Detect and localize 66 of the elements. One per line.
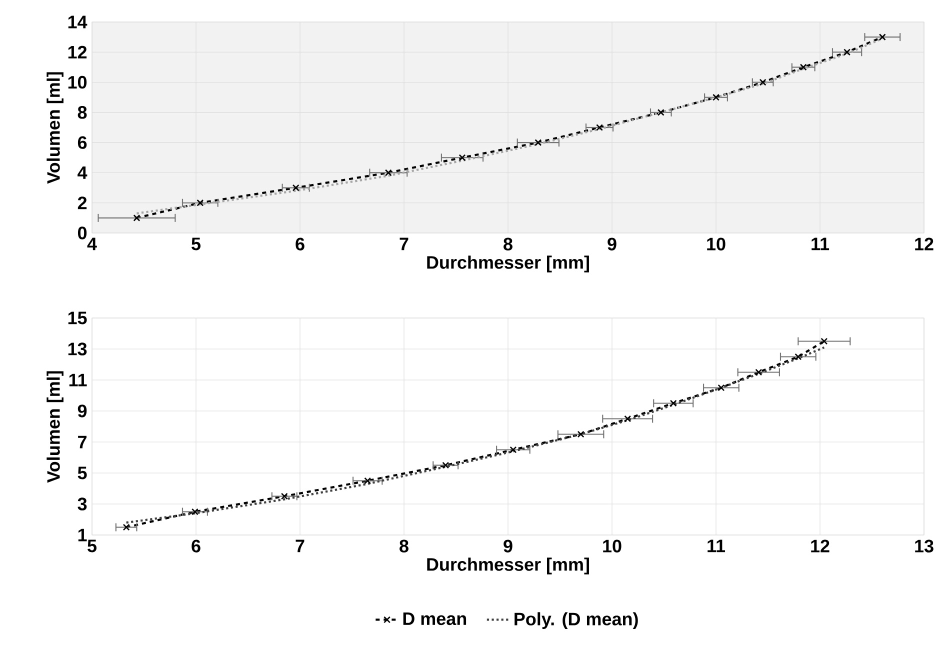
- x-tick-label: 9: [608, 238, 616, 250]
- x-tick-label: 13: [915, 540, 934, 552]
- y-tick-label: 7: [78, 436, 87, 448]
- x-tick-label: 4: [87, 238, 97, 250]
- legend-label: D mean: [403, 612, 466, 626]
- point: [191, 508, 198, 516]
- x-tick-label: 11: [708, 540, 726, 552]
- y-tick-label: 9: [78, 404, 87, 418]
- y-tick-label: 5: [78, 466, 87, 480]
- point: [759, 78, 766, 86]
- point: [122, 524, 130, 531]
- point: [196, 199, 204, 206]
- point: [878, 34, 886, 41]
- point: [364, 477, 372, 484]
- point: [718, 384, 725, 392]
- point: [458, 154, 466, 162]
- point: [755, 368, 762, 376]
- x-tick-label: 7: [296, 540, 304, 552]
- point: [280, 492, 288, 500]
- x-tick-label: 12: [811, 540, 830, 552]
- point: [657, 108, 664, 116]
- x-tick-label: 7: [400, 238, 408, 250]
- x-tick-label: 6: [192, 540, 200, 552]
- y-tick-label: 1: [78, 528, 87, 542]
- point: [820, 338, 828, 345]
- y-tick-label: 3: [78, 498, 87, 510]
- x-tick-label: 5: [88, 540, 97, 552]
- point: [624, 415, 632, 422]
- y-tick-label: 4: [78, 166, 88, 179]
- point: [794, 353, 802, 360]
- x-tick-label: 10: [707, 238, 726, 250]
- x-tick-label: 8: [400, 540, 408, 552]
- x-axis-title: Durchmesser [mm]: [427, 256, 589, 272]
- y-axis-title: Volumen [ml]: [46, 371, 64, 483]
- x-tick-label: 11: [812, 238, 830, 250]
- x-tick-label: 8: [504, 238, 512, 250]
- y-tick-label: 0: [78, 226, 87, 240]
- y-tick-label: 6: [78, 136, 87, 149]
- point: [442, 462, 450, 469]
- point: [384, 169, 392, 176]
- y-tick-label: 14: [68, 16, 88, 28]
- y-tick-label: 11: [69, 374, 87, 386]
- x-tick-label: 6: [296, 238, 304, 250]
- point: [800, 64, 807, 71]
- point: [670, 400, 677, 407]
- x-tick-label: 12: [915, 238, 934, 250]
- y-tick-label: 2: [78, 196, 87, 210]
- y-tick-label: 8: [78, 106, 87, 119]
- y-axis-title: Volumen [ml]: [46, 72, 64, 184]
- point: [292, 184, 300, 192]
- point: [596, 124, 604, 131]
- x-tick-label: 5: [192, 238, 201, 250]
- x-tick-label: 9: [504, 540, 512, 552]
- x-axis-title: Durchmesser [mm]: [427, 558, 589, 574]
- point: [534, 139, 542, 146]
- point: [510, 446, 517, 454]
- y-tick-label: 15: [68, 312, 87, 324]
- point: [712, 94, 720, 101]
- y-tick-label: 12: [68, 46, 87, 58]
- legend-label: Poly. (D mean): [514, 612, 638, 629]
- y-tick-label: 13: [68, 342, 87, 356]
- point: [577, 430, 584, 438]
- x-tick-label: 10: [603, 540, 622, 552]
- point: [133, 214, 140, 222]
- point: [844, 48, 851, 56]
- y-tick-label: 10: [68, 76, 87, 89]
